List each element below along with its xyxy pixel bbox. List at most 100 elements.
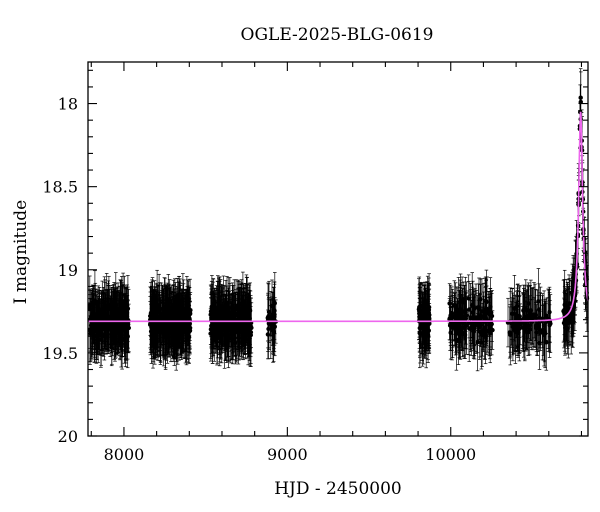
data-point (161, 308, 166, 313)
data-point (102, 334, 107, 339)
data-point (178, 316, 184, 322)
data-point (152, 335, 158, 340)
data-point (421, 316, 426, 321)
data-point (229, 337, 235, 342)
data-point (113, 302, 119, 307)
data-point (216, 304, 221, 310)
data-point (215, 309, 220, 314)
data-point (419, 321, 425, 326)
data-point (174, 336, 179, 342)
data-point (233, 311, 239, 316)
data-point (105, 307, 111, 312)
data-point (215, 327, 220, 333)
data-point (123, 325, 128, 330)
data-point (209, 327, 215, 332)
data-point (247, 308, 253, 313)
data-point (233, 306, 239, 312)
data-point (488, 304, 493, 309)
data-point (223, 313, 229, 319)
data-point (165, 311, 170, 316)
data-point (227, 310, 233, 315)
data-point (113, 310, 118, 316)
data-point (479, 340, 484, 345)
data-point (266, 313, 271, 319)
data-point (114, 324, 120, 329)
data-point (226, 332, 232, 338)
data-point (229, 322, 234, 327)
data-point (101, 313, 106, 318)
data-point (266, 326, 271, 332)
data-point (245, 325, 250, 330)
data-point (239, 335, 245, 341)
data-point (94, 333, 99, 339)
data-point (172, 302, 177, 307)
data-point (154, 302, 160, 307)
data-point (171, 309, 176, 314)
data-point (226, 336, 231, 341)
data-point (179, 333, 185, 338)
data-point (177, 308, 182, 313)
data-point (186, 306, 191, 311)
data-point (209, 304, 214, 309)
data-point (236, 314, 242, 319)
data-point (171, 316, 176, 321)
data-point (224, 326, 229, 332)
data-point (219, 332, 224, 337)
data-point (120, 311, 125, 316)
data-point (92, 300, 98, 305)
data-point (270, 311, 276, 317)
data-point (245, 321, 251, 326)
data-point (270, 326, 275, 332)
data-point (163, 335, 168, 340)
data-point (230, 304, 235, 309)
data-point (266, 309, 272, 315)
data-point (176, 303, 182, 308)
data-point (245, 316, 250, 321)
data-point (221, 306, 226, 312)
data-point (447, 317, 452, 322)
data-point (217, 312, 222, 318)
data-point (87, 303, 93, 308)
data-point (248, 330, 254, 335)
data-point (417, 311, 422, 316)
data-point (272, 301, 277, 306)
data-point (124, 314, 130, 319)
data-point (233, 340, 238, 346)
data-point (420, 331, 425, 337)
data-point (164, 324, 169, 329)
data-point (265, 332, 271, 337)
data-point (238, 330, 244, 335)
data-point (241, 314, 247, 319)
data-point (94, 326, 99, 331)
data-point (88, 331, 93, 336)
data-point (184, 302, 190, 307)
data-point (425, 333, 431, 338)
data-point (156, 305, 162, 311)
data-point (447, 301, 452, 306)
data-point (150, 331, 156, 336)
data-point (416, 307, 422, 312)
data-point (155, 309, 161, 314)
data-point (269, 303, 275, 308)
data-point (242, 323, 247, 328)
data-points (87, 95, 590, 346)
data-point (169, 325, 174, 330)
data-point (99, 337, 104, 342)
data-point (175, 328, 181, 333)
data-point (155, 327, 161, 333)
data-point (237, 302, 242, 307)
data-point (180, 325, 185, 331)
data-point (425, 307, 430, 312)
chart-title: OGLE-2025-BLG-0619 (241, 25, 434, 45)
data-point (417, 326, 423, 331)
data-point (107, 302, 113, 307)
data-point (117, 327, 123, 332)
data-point (419, 304, 425, 309)
data-point (426, 313, 431, 318)
data-point (176, 321, 181, 326)
data-point (148, 322, 153, 327)
data-point (162, 329, 167, 334)
data-point (223, 302, 229, 307)
data-point (116, 316, 122, 321)
